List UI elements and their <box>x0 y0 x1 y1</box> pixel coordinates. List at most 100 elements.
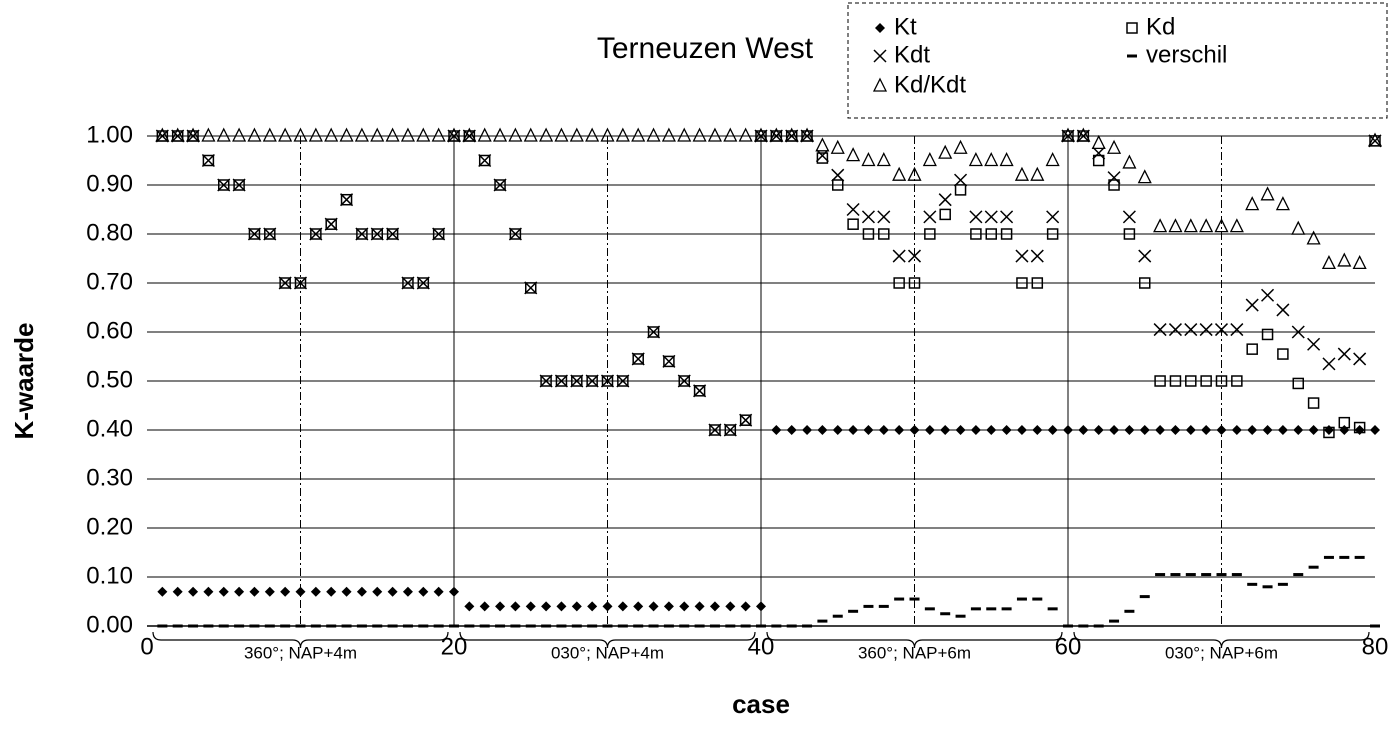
marker-cross <box>447 129 461 143</box>
marker-square <box>1092 154 1105 167</box>
chart-title: Terneuzen West <box>597 32 814 65</box>
marker-square <box>402 277 414 289</box>
marker-triangle <box>385 127 400 142</box>
marker-diamond <box>234 586 245 597</box>
marker-diamond <box>188 586 199 597</box>
marker-cross <box>846 202 860 217</box>
marker-triangle <box>1321 254 1337 270</box>
marker-diamond <box>1216 425 1227 435</box>
marker-triangle <box>1045 152 1060 167</box>
marker-square <box>617 375 629 387</box>
marker-cross <box>1000 210 1014 224</box>
marker-diamond <box>679 601 690 612</box>
marker-cross <box>723 423 737 437</box>
marker-triangle <box>1153 218 1168 233</box>
marker-cross <box>247 227 261 241</box>
marker-cross <box>1107 171 1121 185</box>
marker-square <box>1323 426 1335 439</box>
marker-cross <box>370 227 384 241</box>
marker-triangle <box>446 127 462 142</box>
marker-diamond <box>172 586 183 597</box>
x-tick-label: 20 <box>441 633 468 660</box>
marker-diamond <box>218 586 229 597</box>
marker-diamond <box>771 425 782 435</box>
marker-cross <box>693 384 707 398</box>
marker-diamond <box>1155 425 1166 435</box>
marker-diamond <box>955 425 966 435</box>
marker-diamond <box>694 601 705 612</box>
marker-diamond <box>602 601 613 612</box>
marker-diamond <box>295 586 306 597</box>
marker-square <box>1215 375 1228 387</box>
marker-diamond <box>802 425 813 435</box>
marker-cross <box>873 49 887 63</box>
marker-triangle <box>155 127 170 142</box>
marker-diamond <box>571 601 582 612</box>
marker-triangle <box>492 127 508 142</box>
marker-diamond <box>341 586 352 597</box>
marker-cross <box>201 153 215 168</box>
marker-triangle <box>861 152 876 167</box>
marker-square <box>985 228 997 240</box>
marker-diamond <box>1323 425 1334 435</box>
marker-diamond <box>479 601 490 612</box>
marker-triangle <box>1352 254 1367 270</box>
marker-square <box>356 228 368 240</box>
marker-cross <box>1046 210 1060 224</box>
y-tick-label: 0.00 <box>86 611 133 638</box>
group-bracket <box>459 631 756 649</box>
marker-diamond <box>848 425 859 435</box>
marker-diamond <box>1063 425 1073 435</box>
marker-cross <box>462 129 476 143</box>
y-tick-label: 0.70 <box>86 268 133 295</box>
marker-cross <box>1291 325 1305 339</box>
marker-square <box>432 228 445 240</box>
legend-label: Kd <box>1146 13 1175 40</box>
marker-diamond <box>875 23 885 33</box>
marker-diamond <box>617 601 628 612</box>
marker-cross <box>1322 357 1336 371</box>
marker-square <box>233 179 245 191</box>
marker-diamond <box>1139 425 1150 435</box>
marker-diamond <box>326 586 337 597</box>
marker-cross <box>570 374 584 388</box>
marker-diamond <box>1124 425 1135 435</box>
marker-diamond <box>1001 425 1012 435</box>
marker-cross <box>1245 298 1259 312</box>
marker-triangle <box>753 127 769 142</box>
marker-triangle <box>354 127 369 142</box>
marker-triangle <box>1106 139 1122 154</box>
marker-diamond <box>1047 425 1058 435</box>
marker-triangle <box>876 152 891 167</box>
marker-diamond <box>449 586 459 597</box>
marker-diamond <box>464 601 475 612</box>
marker-cross <box>171 129 185 143</box>
marker-square <box>1169 375 1182 387</box>
marker-square <box>862 228 875 240</box>
marker-triangle <box>615 127 630 142</box>
marker-cross <box>155 129 169 143</box>
marker-square <box>1246 343 1258 355</box>
marker-triangle <box>892 166 907 181</box>
marker-diamond <box>1277 425 1288 435</box>
marker-diamond <box>940 425 951 435</box>
marker-triangle <box>416 127 431 142</box>
marker-cross <box>293 276 308 290</box>
marker-cross <box>1076 129 1090 143</box>
marker-square <box>417 277 430 289</box>
marker-diamond <box>510 601 521 612</box>
marker-cross <box>1168 323 1182 337</box>
marker-diamond <box>894 425 905 435</box>
marker-triangle <box>477 127 492 142</box>
marker-triangle <box>1214 218 1229 233</box>
marker-cross <box>1307 337 1321 351</box>
marker-triangle <box>707 127 723 142</box>
marker-cross <box>1261 288 1275 302</box>
marker-triangle <box>170 127 185 142</box>
marker-triangle <box>953 139 968 154</box>
marker-square <box>878 228 890 240</box>
marker-square <box>832 179 844 191</box>
marker-triangle <box>846 147 861 162</box>
group-annotation: 360°; NAP+4m <box>244 643 357 662</box>
marker-square <box>540 375 552 387</box>
